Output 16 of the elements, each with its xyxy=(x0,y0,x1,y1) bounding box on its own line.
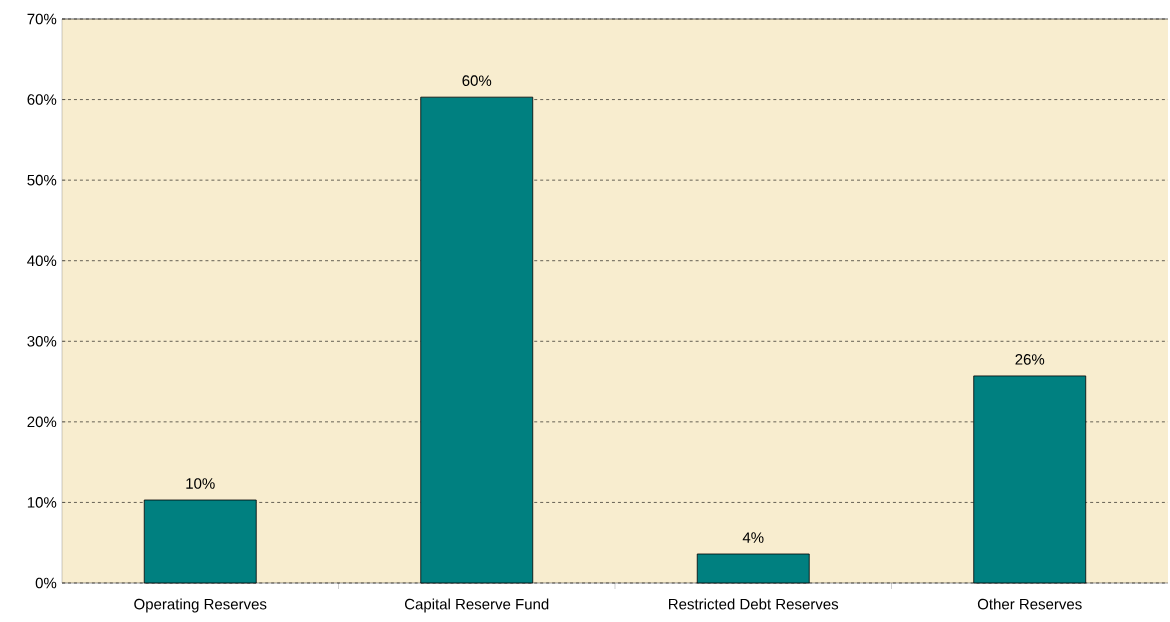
y-tick-label: 40% xyxy=(27,255,57,267)
y-tick-label: 10% xyxy=(27,497,57,508)
y-tick-label: 50% xyxy=(27,174,57,186)
y-tick-label: 70% xyxy=(27,13,57,25)
y-tick-label: 20% xyxy=(27,416,57,428)
data-label: 26% xyxy=(1015,354,1045,365)
y-tick-label: 30% xyxy=(27,335,57,347)
y-tick-label: 60% xyxy=(27,94,57,105)
data-label: 4% xyxy=(742,532,764,543)
x-tick-label: Capital Reserve Fund xyxy=(404,598,549,613)
x-tick-label: Restricted Debt Reserves xyxy=(669,598,839,610)
x-tick-label: Other Reserves xyxy=(977,598,1082,610)
data-label: 60% xyxy=(462,75,492,86)
y-tick-label: 0% xyxy=(35,577,57,589)
data-label: 10% xyxy=(186,478,215,489)
x-tick-label: Operating Reserves xyxy=(134,598,267,613)
